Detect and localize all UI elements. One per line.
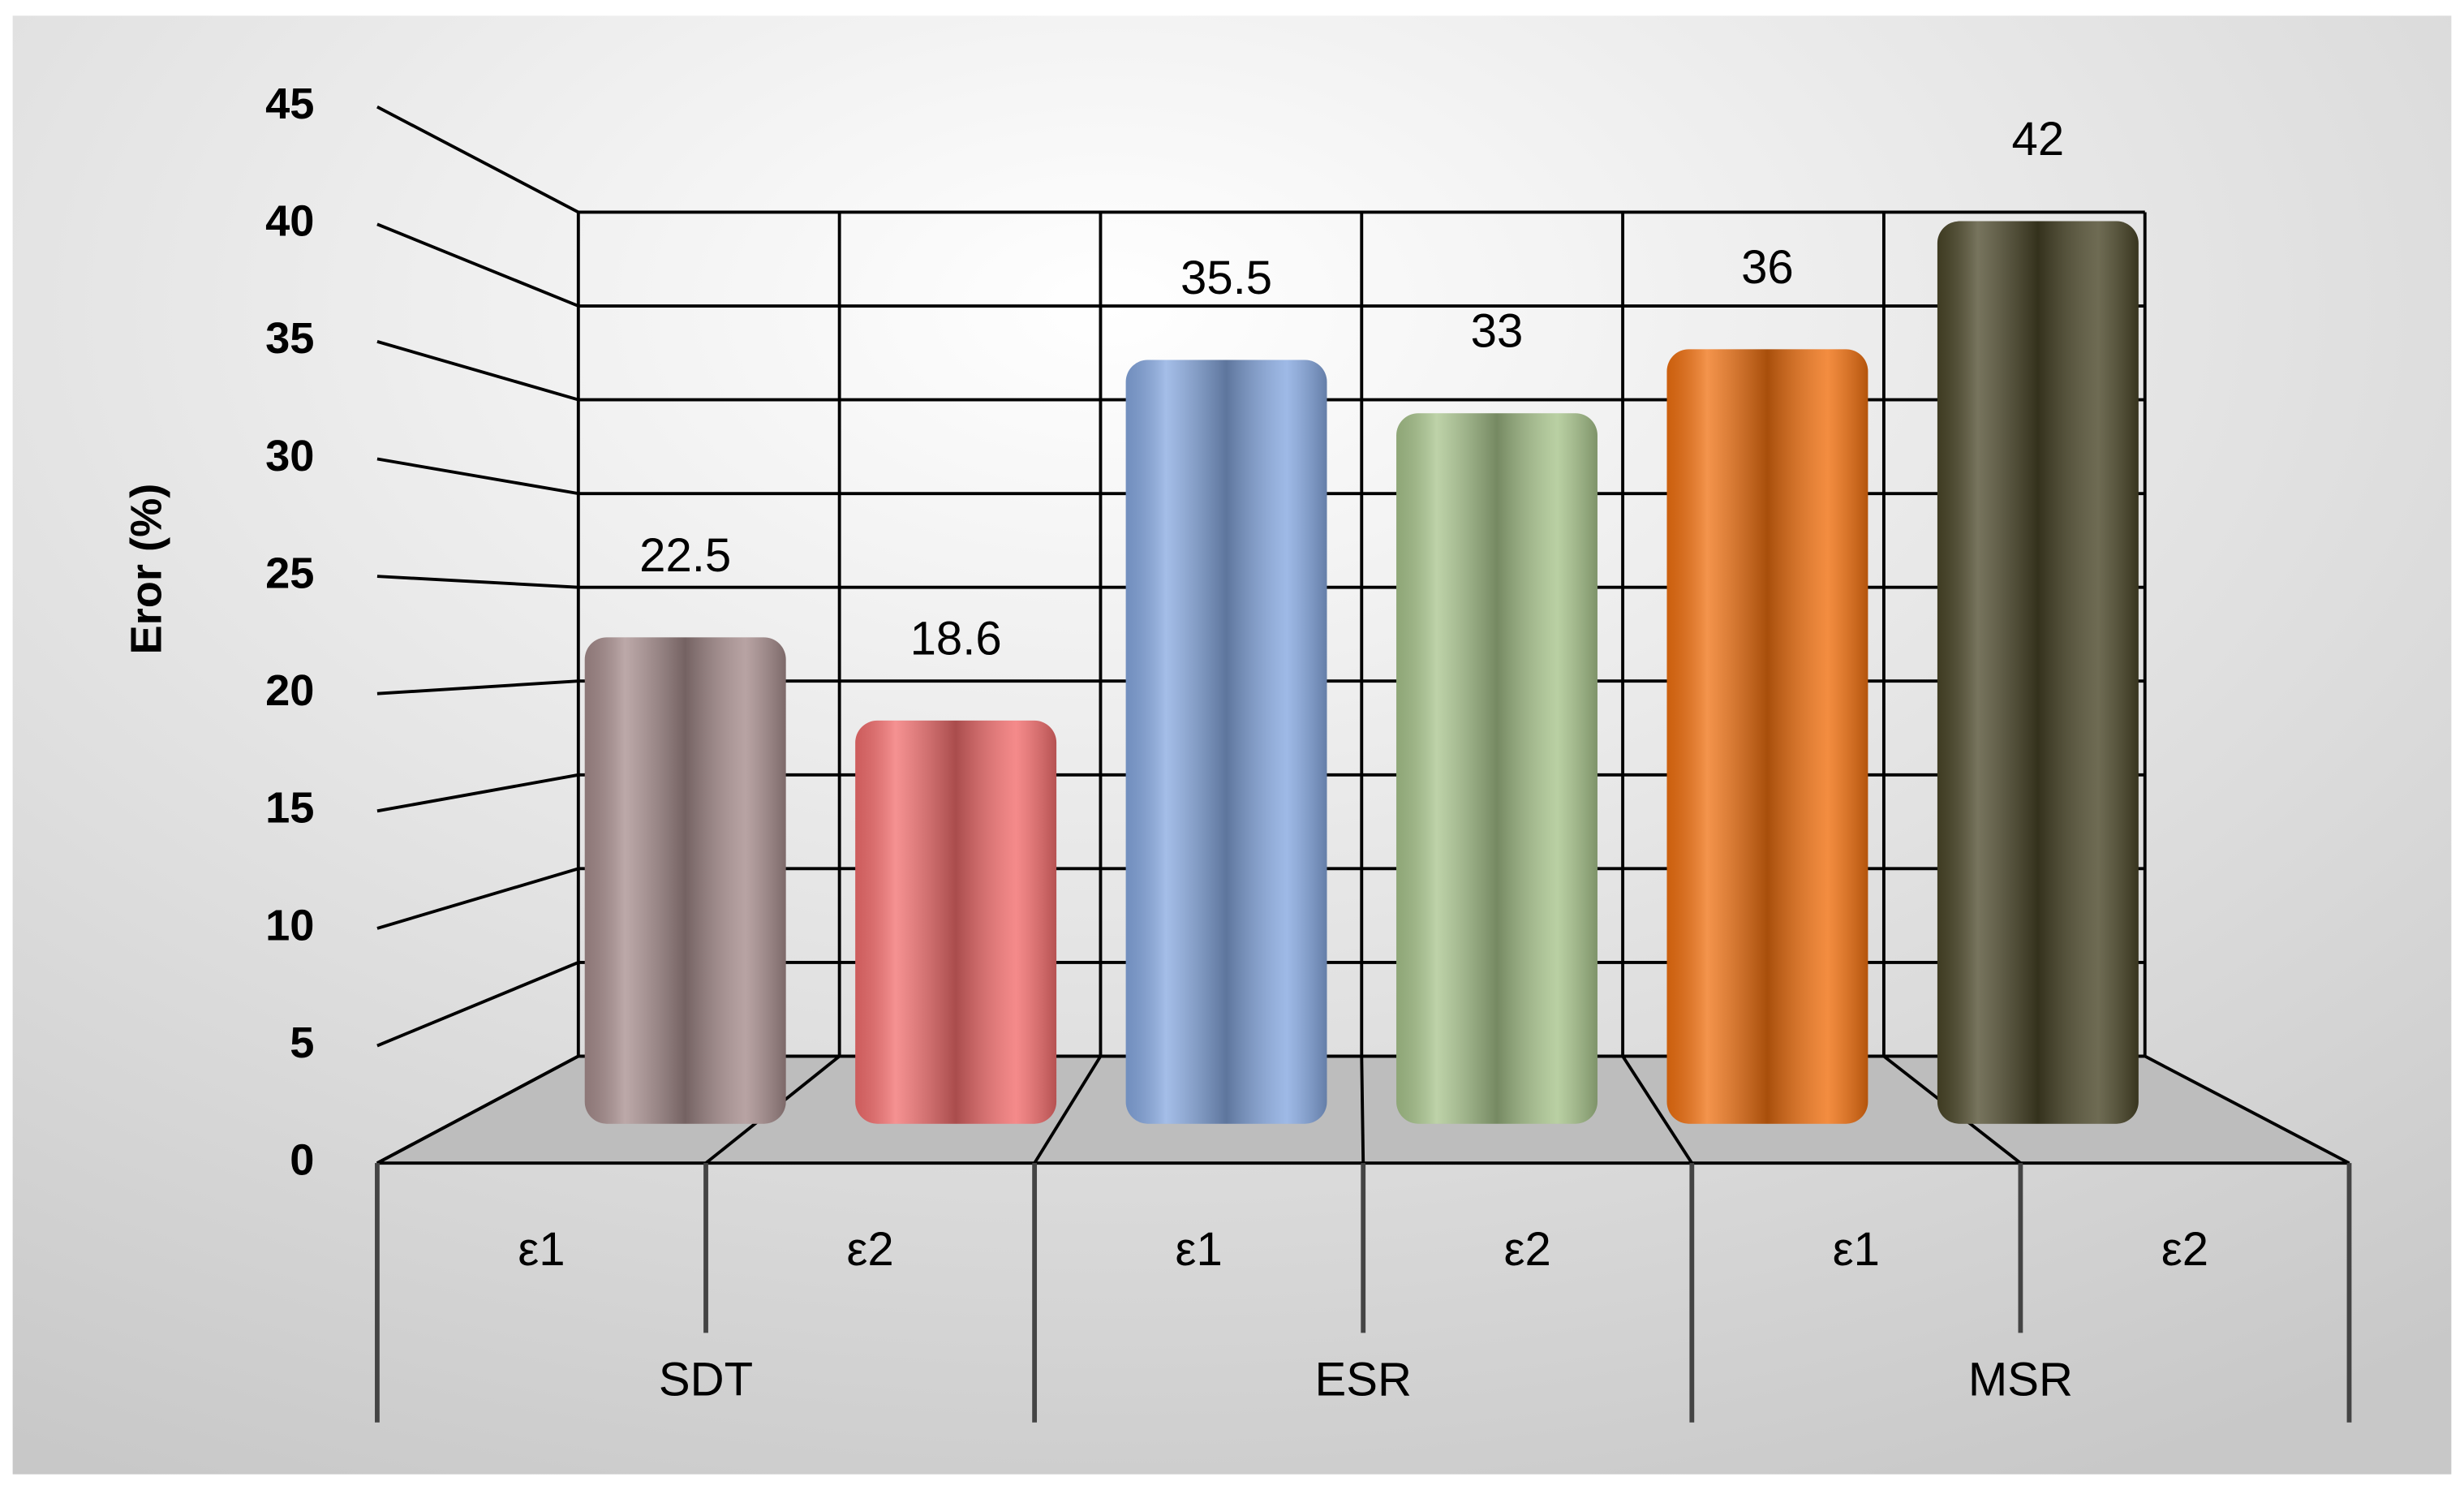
value-label: 36 [1741,241,1794,294]
tick-line [376,340,579,402]
y-tick-label: 45 [265,80,314,128]
x-tick-label: ε1 [1176,1223,1223,1276]
bar-shade [1396,413,1598,1124]
y-tick-label: 0 [290,1135,314,1184]
bar-shade [584,637,786,1124]
x-tick-label: ε2 [846,1223,893,1276]
bar-shade [1666,349,1868,1124]
y-tick-label: 20 [265,666,314,715]
y-tick-label: 10 [265,901,314,950]
floor-line [1621,1055,1693,1165]
tick-line [376,105,579,214]
value-label: 33 [1471,305,1524,358]
y-tick-label: 40 [265,197,314,246]
y-tick-label: 35 [265,314,314,363]
group-label: SDT [659,1354,753,1406]
bar-shade [1937,221,2139,1124]
x-tick-label: ε2 [2161,1223,2208,1276]
x-tick-label: ε2 [1504,1223,1551,1276]
value-label: 42 [2012,113,2065,166]
tick-line [376,867,579,930]
y-axis-label: Eror (%) [122,484,170,655]
x-tick-label: ε1 [518,1223,565,1276]
tick-line [376,679,578,695]
value-label: 22.5 [639,529,731,582]
group-label: ESR [1314,1354,1411,1406]
tick-line [376,457,579,496]
tick-line [376,961,579,1048]
tick-line [376,773,579,813]
y-tick-label: 5 [290,1018,314,1067]
floor-line [1033,1055,1103,1165]
y-tick-label: 25 [265,549,314,597]
x-tick-label: ε1 [1833,1223,1880,1276]
tick-line [376,1054,579,1165]
floor-line [1360,1056,1365,1164]
y-tick-label: 30 [265,432,314,480]
y-tick-label: 15 [265,784,314,833]
group-label: MSR [1968,1354,2073,1406]
bar-shade [855,720,1057,1124]
tick-line [376,575,578,589]
value-label: 35.5 [1180,252,1272,304]
bar-shade [1125,360,1327,1124]
tick-line [376,222,579,308]
value-label: 18.6 [910,612,1002,665]
